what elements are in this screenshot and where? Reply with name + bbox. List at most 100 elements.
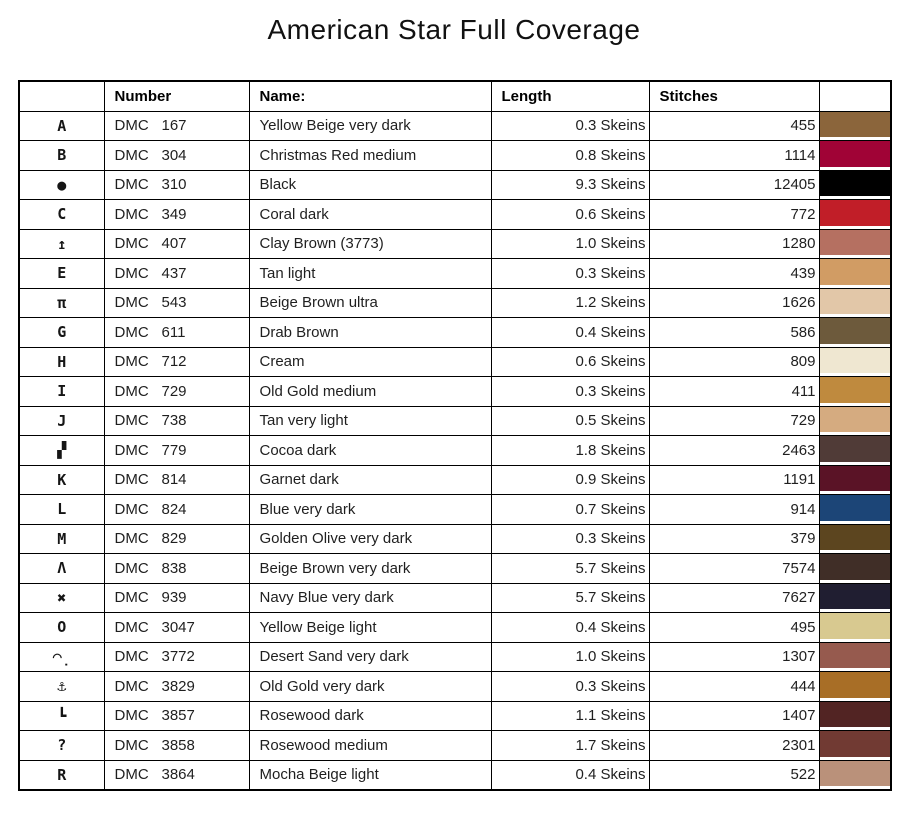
brand-label: DMC [114, 559, 149, 577]
floss-code: 779 [161, 441, 187, 459]
number-wrap: DMC 939 [115, 589, 248, 606]
table-row: K DMC 814 Garnet dark 0.9 Skeins 1191 [18, 464, 892, 495]
color-name-cell: Cream [248, 346, 492, 377]
length-cell: 0.9 Skeins [490, 464, 650, 495]
color-swatch-cell [818, 405, 892, 436]
length-cell: 1.0 Skeins [490, 641, 650, 672]
brand-label: DMC [114, 294, 149, 312]
floss-code: 3772 [161, 648, 195, 666]
floss-code: 814 [161, 471, 187, 489]
color-swatch-cell [818, 759, 892, 790]
number-cell: DMC 310 [103, 169, 250, 200]
table-row: ◠̣ DMC 3772 Desert Sand very dark 1.0 Sk… [18, 641, 892, 672]
color-swatch [820, 200, 890, 226]
stitch-symbol: C [18, 199, 105, 230]
table-row: Λ DMC 838 Beige Brown very dark 5.7 Skei… [18, 553, 892, 584]
table-row: H DMC 712 Cream 0.6 Skeins 809 [18, 346, 892, 377]
color-name-cell: Tan light [248, 258, 492, 289]
floss-code: 712 [161, 353, 187, 371]
color-name-cell: Rosewood medium [248, 730, 492, 761]
number-cell: DMC 939 [103, 582, 250, 613]
color-swatch-cell [818, 671, 892, 702]
number-wrap: DMC 304 [115, 147, 248, 164]
number-wrap: DMC 3829 [115, 678, 248, 695]
page-title: American Star Full Coverage [267, 14, 641, 45]
number-wrap: DMC 838 [115, 560, 248, 577]
stitches-cell: 7574 [648, 553, 820, 584]
color-swatch-cell [818, 612, 892, 643]
brand-label: DMC [114, 235, 149, 253]
table-row: ↥ DMC 407 Clay Brown (3773) 1.0 Skeins 1… [18, 228, 892, 259]
number-cell: DMC 838 [103, 553, 250, 584]
floss-code: 3857 [161, 707, 195, 725]
length-cell: 9.3 Skeins [490, 169, 650, 200]
stitches-cell: 2301 [648, 730, 820, 761]
color-swatch-cell [818, 228, 892, 259]
number-cell: DMC 3772 [103, 641, 250, 672]
length-cell: 1.7 Skeins [490, 730, 650, 761]
number-cell: DMC 814 [103, 464, 250, 495]
stitch-symbol: K [18, 464, 105, 495]
floss-code: 304 [161, 146, 187, 164]
floss-code: 3858 [161, 736, 195, 754]
number-wrap: DMC 3858 [115, 737, 248, 754]
color-name-cell: Golden Olive very dark [248, 523, 492, 554]
color-swatch-cell [818, 110, 892, 141]
brand-label: DMC [114, 589, 149, 607]
color-swatch [820, 524, 890, 550]
color-swatch [820, 583, 890, 609]
stitches-cell: 1307 [648, 641, 820, 672]
color-swatch-cell [818, 641, 892, 672]
stitches-cell: 809 [648, 346, 820, 377]
floss-code: 838 [161, 559, 187, 577]
header-color [818, 80, 892, 112]
color-swatch-cell [818, 435, 892, 466]
table-row: I DMC 729 Old Gold medium 0.3 Skeins 411 [18, 376, 892, 407]
number-wrap: DMC 738 [115, 412, 248, 429]
number-wrap: DMC 729 [115, 383, 248, 400]
length-cell: 1.0 Skeins [490, 228, 650, 259]
floss-code: 3829 [161, 677, 195, 695]
floss-code: 167 [161, 117, 187, 135]
stitch-symbol: ✖ [18, 582, 105, 613]
number-wrap: DMC 824 [115, 501, 248, 518]
length-cell: 0.7 Skeins [490, 494, 650, 525]
color-name-cell: Beige Brown very dark [248, 553, 492, 584]
table-row: ● DMC 310 Black 9.3 Skeins 12405 [18, 169, 892, 200]
number-wrap: DMC 349 [115, 206, 248, 223]
color-name-cell: Drab Brown [248, 317, 492, 348]
table-row: J DMC 738 Tan very light 0.5 Skeins 729 [18, 405, 892, 436]
table-row: O DMC 3047 Yellow Beige light 0.4 Skeins… [18, 612, 892, 643]
color-swatch-cell [818, 287, 892, 318]
stitches-cell: 914 [648, 494, 820, 525]
color-name-cell: Old Gold very dark [248, 671, 492, 702]
floss-code: 437 [161, 264, 187, 282]
header-name: Name: [248, 80, 492, 112]
color-swatch [820, 347, 890, 373]
color-name-cell: Beige Brown ultra [248, 287, 492, 318]
table-row: ┗ DMC 3857 Rosewood dark 1.1 Skeins 1407 [18, 700, 892, 731]
brand-label: DMC [114, 471, 149, 489]
header-row: Number Name: Length Stitches [18, 80, 892, 112]
color-swatch-cell [818, 346, 892, 377]
floss-code: 729 [161, 382, 187, 400]
color-swatch-cell [818, 140, 892, 171]
number-cell: DMC 304 [103, 140, 250, 171]
length-cell: 1.2 Skeins [490, 287, 650, 318]
color-swatch-cell [818, 199, 892, 230]
color-swatch [820, 495, 890, 521]
color-swatch [820, 465, 890, 491]
number-wrap: DMC 3047 [115, 619, 248, 636]
header-symbol [18, 80, 105, 112]
table-row: R DMC 3864 Mocha Beige light 0.4 Skeins … [18, 759, 892, 790]
table-row: L DMC 824 Blue very dark 0.7 Skeins 914 [18, 494, 892, 525]
color-swatch [820, 377, 890, 403]
table-row: C DMC 349 Coral dark 0.6 Skeins 772 [18, 199, 892, 230]
length-cell: 0.3 Skeins [490, 258, 650, 289]
stitches-cell: 444 [648, 671, 820, 702]
table-row: A DMC 167 Yellow Beige very dark 0.3 Ske… [18, 110, 892, 141]
table-row: E DMC 437 Tan light 0.3 Skeins 439 [18, 258, 892, 289]
stitches-cell: 455 [648, 110, 820, 141]
stitches-cell: 1407 [648, 700, 820, 731]
